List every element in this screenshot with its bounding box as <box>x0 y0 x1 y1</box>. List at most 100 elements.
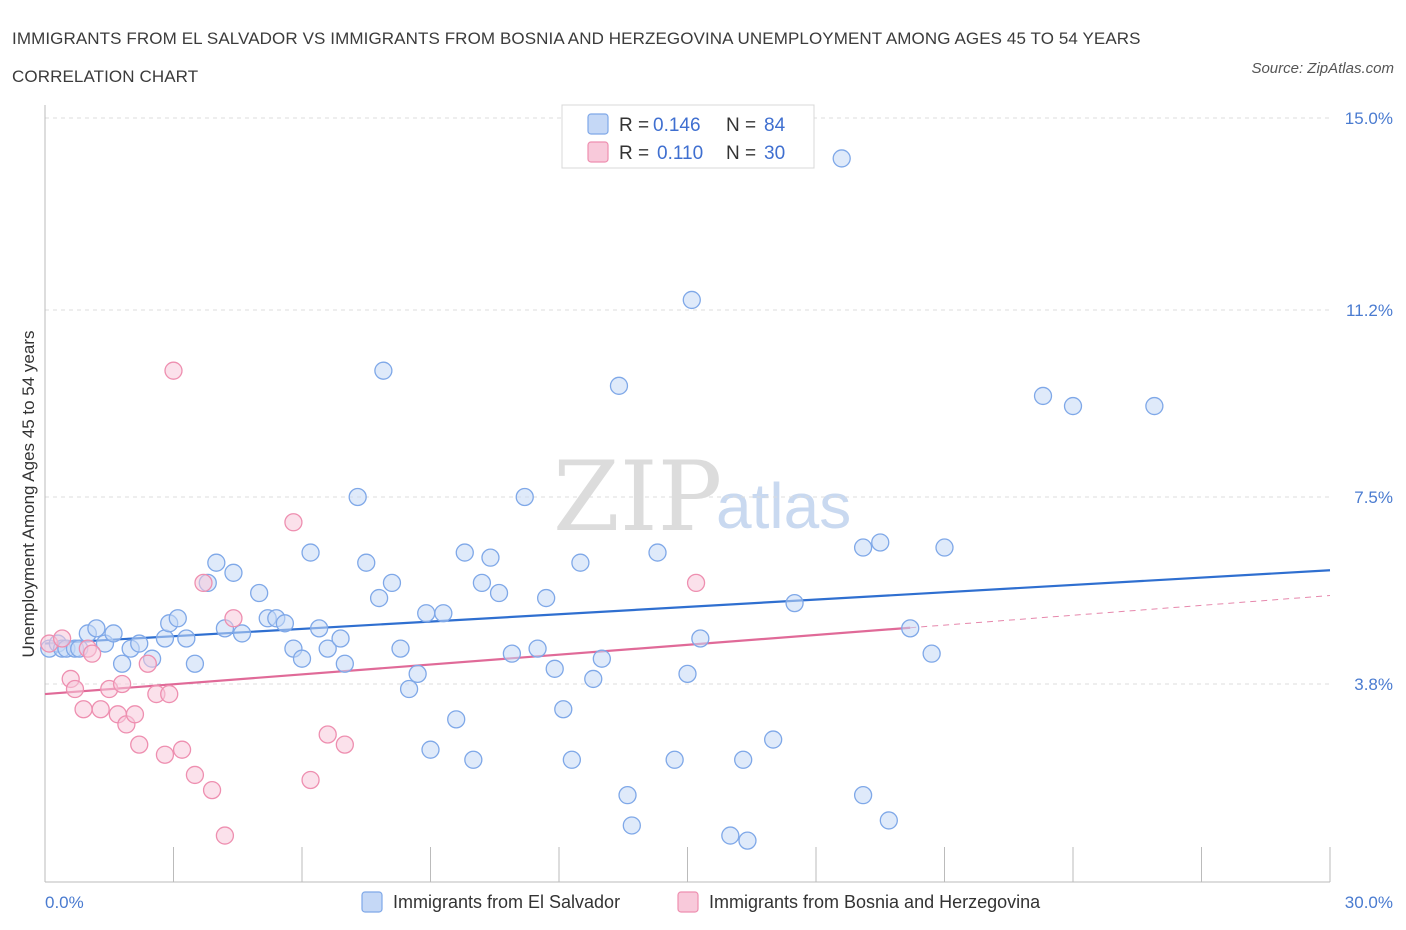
point-blue <box>250 583 269 603</box>
point-blue <box>721 826 740 845</box>
point-pink <box>155 745 175 764</box>
point-blue <box>331 629 350 648</box>
y-tick-label: 7.5% <box>1354 488 1393 507</box>
series-legend-label-blue: Immigrants from El Salvador <box>393 892 620 912</box>
point-blue <box>734 750 753 769</box>
point-pink <box>224 609 243 628</box>
series-legend: Immigrants from El Salvador Immigrants f… <box>361 891 1041 913</box>
point-blue <box>537 588 556 608</box>
source-label: Source: ZipAtlas.com <box>1251 60 1394 77</box>
point-pink <box>185 765 205 785</box>
correlation-legend: R = 0.146 N = 84 R = 0.110 N = 30 <box>561 104 815 169</box>
point-blue <box>447 710 466 729</box>
legend-n-value-1: 84 <box>764 115 786 136</box>
point-blue <box>417 604 436 623</box>
point-pink <box>335 735 354 754</box>
point-pink <box>138 654 157 673</box>
point-pink <box>160 684 179 704</box>
point-blue <box>562 750 581 769</box>
point-blue <box>207 553 226 572</box>
point-pink <box>215 826 235 845</box>
point-blue <box>464 750 483 769</box>
legend-n-label-1: N = <box>726 115 756 136</box>
y-tick-label: 15.0% <box>1345 109 1393 128</box>
legend-swatch-pink <box>587 141 609 163</box>
point-blue <box>1063 396 1083 416</box>
legend-r-value-1: 0.146 <box>653 115 701 136</box>
gridlines <box>45 117 1330 685</box>
point-blue <box>399 679 419 699</box>
point-blue <box>853 538 873 557</box>
legend-swatch-blue <box>587 113 609 135</box>
point-blue <box>301 543 320 562</box>
point-blue <box>335 654 354 673</box>
legend-r-label-2: R = <box>619 143 649 164</box>
point-blue <box>618 785 637 805</box>
legend-r-value-2: 0.110 <box>657 143 703 164</box>
point-blue <box>155 629 175 648</box>
point-blue <box>87 619 106 638</box>
point-blue <box>455 543 474 562</box>
point-blue <box>177 629 196 648</box>
point-blue <box>391 639 410 658</box>
point-blue <box>738 831 757 850</box>
point-blue <box>764 730 783 749</box>
point-blue <box>275 614 295 633</box>
point-blue <box>901 619 920 638</box>
trend-line-blue <box>44 569 1331 645</box>
y-tick-labels: 15.0% 11.2% 7.5% 3.8% <box>1345 109 1393 694</box>
point-blue <box>571 553 590 572</box>
series-legend-swatch-pink <box>677 891 699 913</box>
point-pink <box>202 780 222 800</box>
point-pink <box>52 629 72 648</box>
point-blue <box>168 609 187 628</box>
point-blue <box>1033 386 1053 406</box>
trend-line-dashed-pink <box>910 595 1331 629</box>
point-blue <box>481 548 500 567</box>
point-blue <box>318 639 337 658</box>
x-tick-label-max: 30.0% <box>1345 893 1393 912</box>
point-blue <box>489 583 509 603</box>
point-blue <box>421 740 440 759</box>
point-blue <box>185 654 205 673</box>
point-blue <box>369 588 389 608</box>
y-tick-label: 11.2% <box>1346 301 1393 320</box>
point-blue <box>832 149 851 168</box>
point-blue <box>309 619 329 638</box>
legend-r-label-1: R = <box>619 115 649 136</box>
point-pink <box>91 700 110 719</box>
point-blue <box>104 624 123 643</box>
point-blue <box>374 361 393 380</box>
point-pink <box>112 674 132 694</box>
point-blue <box>434 604 453 623</box>
point-blue <box>1145 396 1164 416</box>
point-blue <box>592 649 611 668</box>
axes <box>44 105 1331 883</box>
point-blue <box>224 563 243 582</box>
legend-n-label-2: N = <box>726 143 756 164</box>
point-blue <box>584 669 603 689</box>
point-blue <box>648 543 667 562</box>
point-blue <box>130 634 149 653</box>
point-pink <box>318 725 337 744</box>
point-blue <box>232 624 252 643</box>
point-blue <box>292 649 312 668</box>
point-blue <box>691 629 710 648</box>
point-pink <box>172 740 192 759</box>
point-blue <box>502 644 522 663</box>
point-blue <box>853 785 873 805</box>
point-blue <box>348 487 367 507</box>
point-blue <box>515 487 534 507</box>
chart-title: IMMIGRANTS FROM EL SALVADOR VS IMMIGRANT… <box>12 29 1141 86</box>
point-pink <box>82 644 102 663</box>
point-pink <box>164 361 183 380</box>
point-pink <box>65 679 85 699</box>
point-blue <box>785 593 804 613</box>
point-pink <box>130 735 149 754</box>
point-blue <box>545 659 564 678</box>
x-tick-label-min: 0.0% <box>45 893 84 912</box>
point-pink <box>284 513 303 532</box>
point-blue <box>622 816 641 835</box>
point-blue <box>879 811 898 830</box>
